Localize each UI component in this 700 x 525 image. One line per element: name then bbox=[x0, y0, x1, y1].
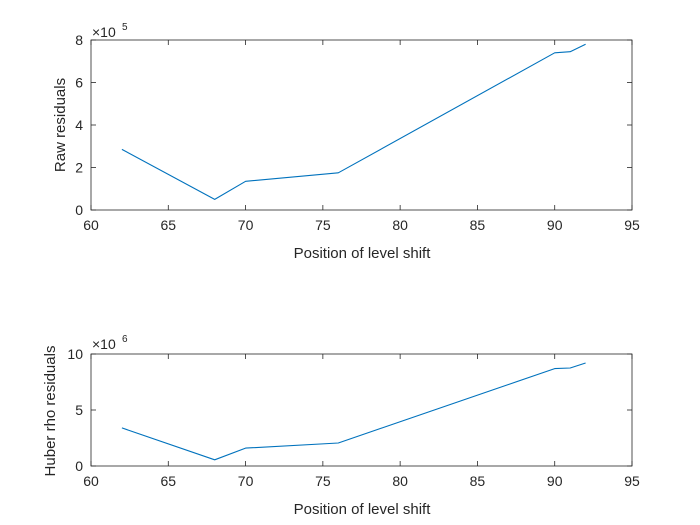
huber-rho-residuals-xtick-label: 80 bbox=[392, 473, 408, 489]
raw-residuals-data-point bbox=[337, 171, 340, 174]
huber-rho-residuals-data-point bbox=[213, 458, 216, 461]
raw-residuals-axes-box bbox=[90, 39, 633, 211]
raw-residuals-xtick-label: 65 bbox=[160, 217, 176, 233]
raw-residuals-ytick-label: 8 bbox=[75, 32, 83, 48]
huber-rho-residuals-data-point bbox=[244, 447, 247, 450]
huber-rho-residuals-ytick-label: 5 bbox=[75, 402, 83, 418]
huber-rho-residuals-xtick-label: 90 bbox=[547, 473, 563, 489]
huber-rho-residuals-exponent-base: ×10 bbox=[92, 336, 116, 352]
raw-residuals-data-point bbox=[584, 43, 587, 46]
raw-residuals-exponent-base: ×10 bbox=[92, 24, 116, 40]
huber-rho-residuals-data-point bbox=[569, 367, 572, 370]
huber-rho-residuals-xtick-label: 85 bbox=[470, 473, 486, 489]
raw-residuals-data-point bbox=[244, 180, 247, 183]
huber-rho-residuals-xtick-label: 95 bbox=[624, 473, 640, 489]
raw-residuals-data-point bbox=[120, 148, 123, 151]
raw-residuals-ylabel: Raw residuals bbox=[52, 78, 69, 172]
raw-residuals-ytick-label: 6 bbox=[75, 75, 83, 91]
huber-rho-residuals-data-point bbox=[553, 367, 556, 370]
huber-rho-residuals-exponent: 6 bbox=[122, 334, 128, 345]
raw-residuals-ytick-label: 4 bbox=[75, 117, 83, 133]
huber-rho-residuals-data-point bbox=[337, 442, 340, 445]
raw-residuals-xtick-label: 90 bbox=[547, 217, 563, 233]
huber-rho-residuals-xlabel: Position of level shift bbox=[294, 501, 432, 518]
raw-residuals-xtick-label: 80 bbox=[392, 217, 408, 233]
raw-residuals-xtick-label: 85 bbox=[470, 217, 486, 233]
raw-residuals-ytick-label: 2 bbox=[75, 160, 83, 176]
huber-rho-residuals-data-point bbox=[120, 426, 123, 429]
huber-rho-residuals-ylabel: Huber rho residuals bbox=[42, 346, 59, 477]
huber-rho-residuals-data-point bbox=[584, 361, 587, 364]
raw-residuals-xtick-label: 60 bbox=[83, 217, 99, 233]
huber-rho-residuals-xtick-label: 75 bbox=[315, 473, 331, 489]
raw-residuals-exponent: 5 bbox=[122, 22, 128, 33]
huber-rho-residuals-ytick-label: 0 bbox=[75, 458, 83, 474]
raw-residuals-xlabel: Position of level shift bbox=[294, 245, 432, 262]
raw-residuals-xtick-label: 75 bbox=[315, 217, 331, 233]
huber-rho-residuals-axes-box bbox=[90, 353, 633, 467]
raw-residuals-series-line bbox=[121, 43, 586, 200]
raw-residuals-xtick-label: 95 bbox=[624, 217, 640, 233]
huber-rho-residuals-ytick-label: 10 bbox=[67, 346, 83, 362]
huber-rho-residuals-series-line bbox=[121, 362, 586, 461]
huber-rho-residuals-xtick-label: 70 bbox=[238, 473, 254, 489]
huber-rho-residuals-xtick-label: 60 bbox=[83, 473, 99, 489]
huber-rho-residuals-xtick-label: 65 bbox=[160, 473, 176, 489]
raw-residuals-data-point bbox=[553, 51, 556, 54]
raw-residuals-xtick-label: 70 bbox=[238, 217, 254, 233]
raw-residuals-data-point bbox=[213, 198, 216, 201]
raw-residuals-ytick-label: 0 bbox=[75, 202, 83, 218]
huber-rho-residuals-plot: Huber rho residuals Position of level sh… bbox=[42, 334, 640, 518]
raw-residuals-plot: Raw residuals Position of level shift ×1… bbox=[52, 22, 640, 262]
raw-residuals-data-point bbox=[569, 50, 572, 53]
